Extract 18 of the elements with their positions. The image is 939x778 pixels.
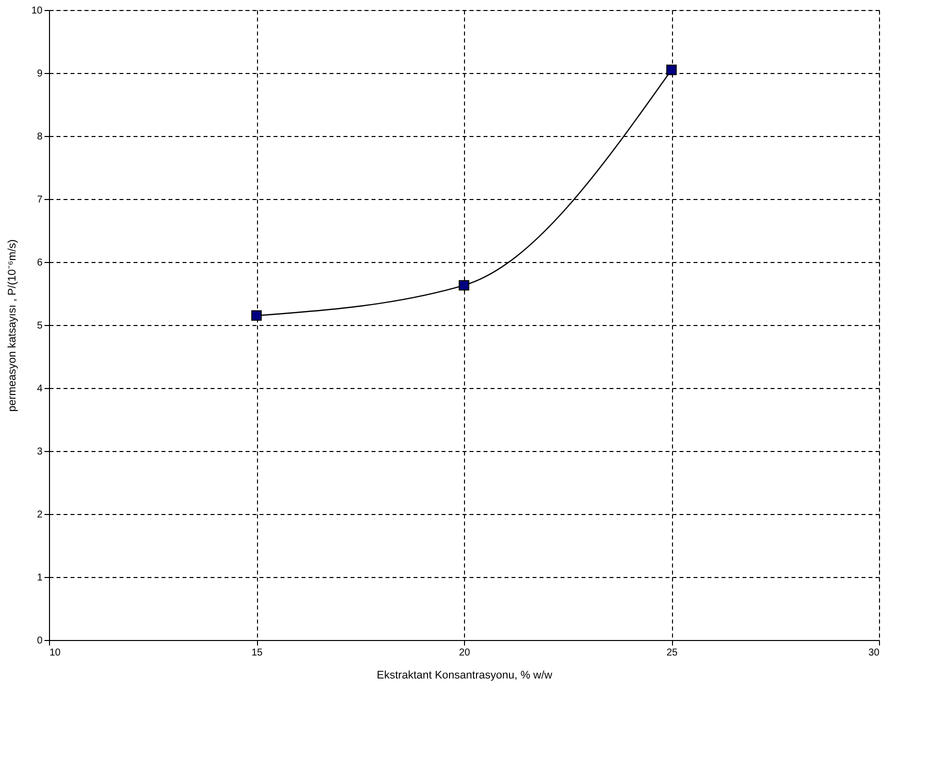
- y-tick-label: 8: [36, 132, 43, 142]
- x-tick-label: 20: [458, 648, 470, 658]
- y-tick-label: 2: [36, 510, 43, 520]
- y-tick-label: 0: [36, 636, 43, 646]
- x-tick-label: 30: [868, 648, 880, 658]
- y-tick-label: 4: [36, 384, 43, 394]
- x-tick-label: 10: [50, 648, 62, 658]
- x-tick-label: 25: [666, 648, 678, 658]
- y-tick-label: 10: [31, 6, 43, 16]
- y-axis-title: permeasyon katsayısı , P/(10⁻⁶m/s): [6, 239, 18, 412]
- y-tick-label: 9: [36, 68, 43, 80]
- y-tick-label: 6: [36, 258, 43, 268]
- y-tick-label: 7: [36, 194, 43, 206]
- x-axis-title: Ekstraktant Konsantrasyonu, % w/w: [376, 670, 552, 682]
- y-tick-label: 1: [36, 572, 43, 584]
- y-tick-label: 3: [36, 446, 43, 458]
- x-tick-label: 15: [251, 648, 263, 658]
- y-tick-label: 5: [36, 320, 43, 332]
